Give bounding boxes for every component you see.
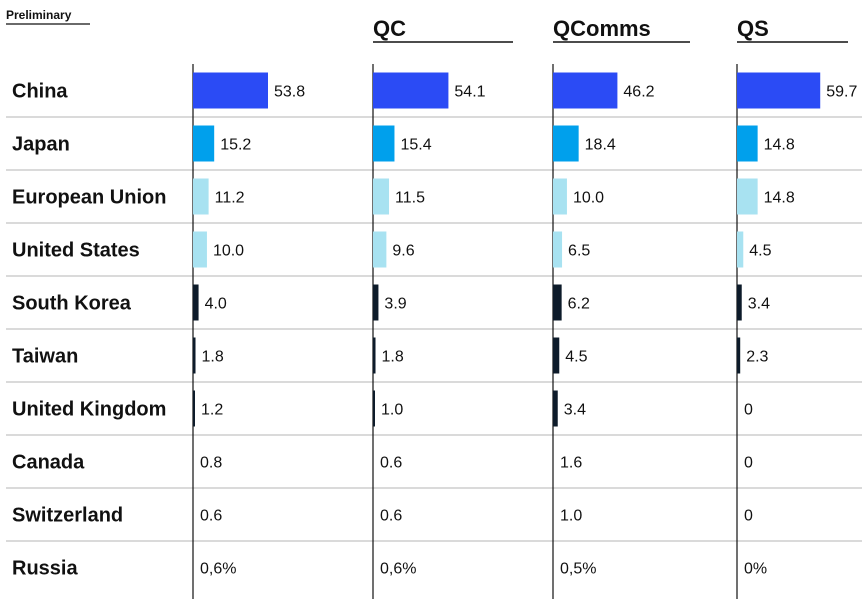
value-label-united-states-qs: 4.5	[749, 243, 771, 260]
value-label-united-kingdom-qs: 0	[744, 402, 753, 419]
category-label-united-states: United States	[12, 240, 140, 262]
bar-european-union-qc	[373, 178, 390, 215]
value-label-japan-qcomms: 18.4	[585, 137, 616, 154]
category-label-european-union: European Union	[12, 187, 166, 209]
bar-south-korea-qcomms	[553, 284, 562, 321]
value-label-switzerland-qs: 0	[744, 508, 753, 525]
value-label-united-kingdom-series-1: 1.2	[201, 402, 223, 419]
bar-european-union-qcomms	[553, 178, 567, 215]
row-dividers	[6, 64, 862, 599]
value-label-canada-series-1: 0.8	[200, 455, 222, 472]
bar-united-kingdom-qc	[373, 390, 375, 427]
value-label-switzerland-qcomms: 1.0	[560, 508, 582, 525]
bar-japan-qc	[373, 125, 395, 162]
bar-united-states-series-1	[193, 231, 207, 268]
value-label-switzerland-qc: 0.6	[380, 508, 402, 525]
bar-japan-series-1	[193, 125, 215, 162]
value-label-south-korea-qc: 3.9	[384, 296, 406, 313]
bar-european-union-qs	[737, 178, 758, 215]
value-label-canada-qs: 0	[744, 455, 753, 472]
value-label-china-series-1: 53.8	[274, 84, 305, 101]
bar-china-series-1	[193, 72, 268, 109]
column-header-qs: QS	[737, 16, 769, 41]
bar-china-qcomms	[553, 72, 618, 109]
column-header-qc: QC	[373, 16, 406, 41]
bar-china-qc	[373, 72, 449, 109]
value-label-japan-qc: 15.4	[400, 137, 431, 154]
bar-south-korea-qc	[373, 284, 379, 321]
bar-taiwan-qcomms	[553, 337, 560, 374]
bar-united-states-qs	[737, 231, 744, 268]
bar-european-union-series-1	[193, 178, 209, 215]
value-label-south-korea-qcomms: 6.2	[568, 296, 590, 313]
category-label-united-kingdom: United Kingdom	[12, 399, 166, 421]
value-label-european-union-qc: 11.5	[395, 190, 425, 207]
category-label-switzerland: Switzerland	[12, 505, 123, 527]
category-label-canada: Canada	[12, 452, 85, 474]
column-header-qcomms: QComms	[553, 16, 651, 41]
value-label-china-qs: 59.7	[826, 84, 857, 101]
value-label-china-qc: 54.1	[454, 84, 485, 101]
value-label-european-union-qcomms: 10.0	[573, 190, 604, 207]
value-label-japan-qs: 14.8	[764, 137, 795, 154]
category-label-taiwan: Taiwan	[12, 346, 78, 368]
value-label-russia-qs: 0%	[744, 561, 767, 578]
value-label-china-qcomms: 46.2	[623, 84, 654, 101]
value-label-russia-qc: 0,6%	[380, 561, 416, 578]
value-label-united-states-series-1: 10.0	[213, 243, 244, 260]
category-label-south-korea: South Korea	[12, 293, 132, 315]
bar-taiwan-qc	[373, 337, 376, 374]
chart-marks: China 53.8 54.1 46.2 59.7 Japan 15.2 15.4 18.4 14…	[12, 72, 857, 580]
bar-japan-qs	[737, 125, 758, 162]
value-label-european-union-qs: 14.8	[764, 190, 795, 207]
value-label-united-kingdom-qcomms: 3.4	[564, 402, 586, 419]
bar-japan-qcomms	[553, 125, 579, 162]
value-label-canada-qcomms: 1.6	[560, 455, 582, 472]
bar-south-korea-series-1	[193, 284, 199, 321]
value-label-canada-qc: 0.6	[380, 455, 402, 472]
value-label-south-korea-qs: 3.4	[748, 296, 770, 313]
bar-united-kingdom-qcomms	[553, 390, 558, 427]
value-label-japan-series-1: 15.2	[220, 137, 251, 154]
preliminary-note: Preliminary	[6, 8, 72, 22]
value-label-russia-series-1: 0,6%	[200, 561, 236, 578]
value-label-taiwan-series-1: 1.8	[202, 349, 224, 366]
value-label-european-union-series-1: 11.2	[215, 190, 245, 207]
bar-united-states-qcomms	[553, 231, 563, 268]
bar-taiwan-series-1	[193, 337, 196, 374]
value-label-taiwan-qcomms: 4.5	[565, 349, 587, 366]
value-label-russia-qcomms: 0,5%	[560, 561, 596, 578]
category-label-china: China	[12, 81, 68, 103]
value-label-taiwan-qc: 1.8	[382, 349, 404, 366]
value-label-switzerland-series-1: 0.6	[200, 508, 222, 525]
value-label-united-states-qcomms: 6.5	[568, 243, 590, 260]
value-label-united-kingdom-qc: 1.0	[381, 402, 403, 419]
bar-south-korea-qs	[737, 284, 742, 321]
category-label-japan: Japan	[12, 134, 70, 156]
category-label-russia: Russia	[12, 558, 78, 580]
value-label-south-korea-series-1: 4.0	[205, 296, 227, 313]
bar-united-states-qc	[373, 231, 387, 268]
value-label-united-states-qc: 9.6	[392, 243, 414, 260]
column-headers: QC QComms QS	[373, 16, 848, 43]
bar-united-kingdom-series-1	[193, 390, 195, 427]
bar-china-qs	[737, 72, 821, 109]
value-label-taiwan-qs: 2.3	[746, 349, 768, 366]
bar-taiwan-qs	[737, 337, 741, 374]
